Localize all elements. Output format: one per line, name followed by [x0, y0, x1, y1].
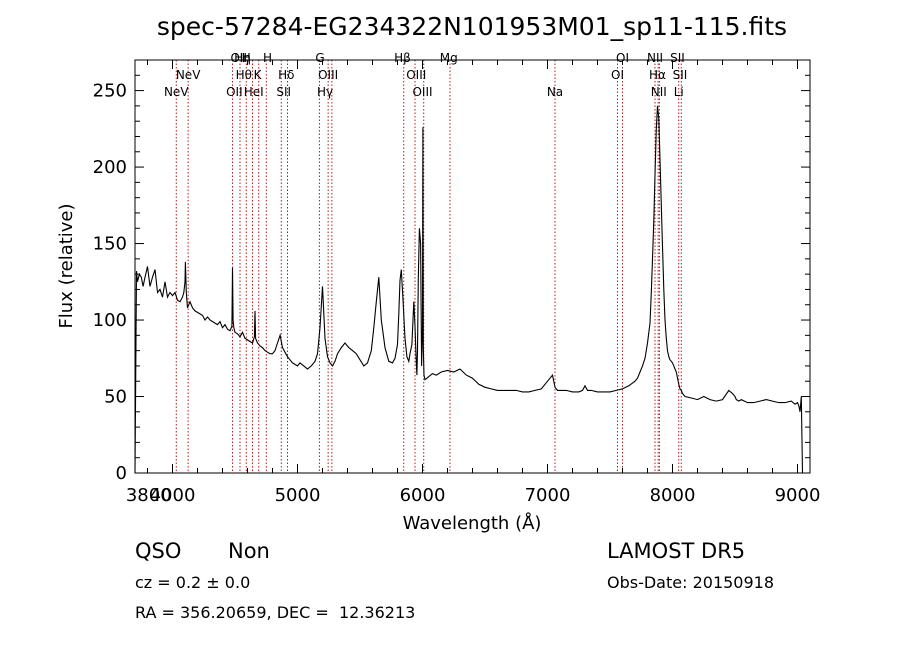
marker-label: K: [254, 68, 263, 82]
marker-label: G: [315, 51, 324, 65]
marker-label: Li: [674, 85, 684, 99]
marker-label: HeI: [244, 85, 264, 99]
observation-date: Obs-Date: 20150918: [607, 573, 775, 592]
object-class: QSO: [135, 539, 182, 563]
survey-release: LAMOST DR5: [607, 539, 746, 563]
y-tick-label: 50: [104, 387, 127, 408]
y-tick-label: 150: [93, 234, 127, 255]
marker-label: NII: [651, 85, 667, 99]
y-tick-label: 0: [116, 463, 127, 484]
y-tick-label: 250: [93, 81, 127, 102]
chart-title: spec-57284-EG234322N101953M01_sp11-115.f…: [157, 12, 787, 41]
marker-label: OI: [616, 51, 629, 65]
y-axis: 0 50 100 150 200 250: [93, 59, 810, 484]
marker-label: OI: [611, 68, 624, 82]
emission-line-markers: [175, 60, 682, 473]
y-tick-label: 200: [93, 157, 127, 178]
marker-label: SII: [673, 68, 688, 82]
marker-label: Hα: [649, 68, 666, 82]
spectrum-line: [134, 105, 804, 474]
marker-label: Hβ: [394, 51, 411, 65]
y-tick-label: 100: [93, 310, 127, 331]
marker-label: SII: [670, 51, 685, 65]
marker-label: OIII: [412, 85, 432, 99]
object-subclass: Non: [228, 539, 270, 563]
marker-label: H: [242, 51, 251, 65]
x-tick-label: 4000: [150, 485, 196, 506]
marker-label: NeV: [164, 85, 189, 99]
x-tick-label: 3800: [126, 485, 172, 506]
x-tick-label: 6000: [400, 485, 446, 506]
emission-line-labels: NeVNeVOIIOIIHηHθHHeIKHHδSIIGHγOIIIHβOIII…: [164, 51, 687, 99]
marker-label: NII: [647, 51, 663, 65]
x-axis-label: Wavelength (Å): [403, 512, 542, 534]
x-axis: 4000 5000 6000 7000 8000 9000 3800: [126, 60, 821, 506]
marker-label: OIII: [318, 68, 338, 82]
x-tick-label: 7000: [525, 485, 571, 506]
marker-label: Hγ: [317, 85, 333, 99]
marker-label: OIII: [406, 68, 426, 82]
marker-label: Na: [547, 85, 563, 99]
x-tick-label: 8000: [650, 485, 696, 506]
x-tick-label: 5000: [275, 485, 321, 506]
marker-label: H: [263, 51, 272, 65]
marker-label: SII: [276, 85, 291, 99]
redshift-readout: cz = 0.2 ± 0.0: [135, 573, 251, 592]
coordinates-readout: RA = 356.20659, DEC = 12.36213: [135, 603, 416, 622]
marker-label: Hη: [234, 51, 251, 65]
marker-label: Hθ: [236, 68, 252, 82]
x-tick-label: 9000: [775, 485, 821, 506]
plot-frame: [134, 59, 811, 474]
marker-label: Hδ: [278, 68, 294, 82]
marker-label: OII: [226, 85, 243, 99]
marker-label: OII: [230, 51, 247, 65]
marker-label: Mg: [440, 51, 458, 65]
marker-label: NeV: [176, 68, 201, 82]
y-axis-label: Flux (relative): [56, 203, 77, 328]
